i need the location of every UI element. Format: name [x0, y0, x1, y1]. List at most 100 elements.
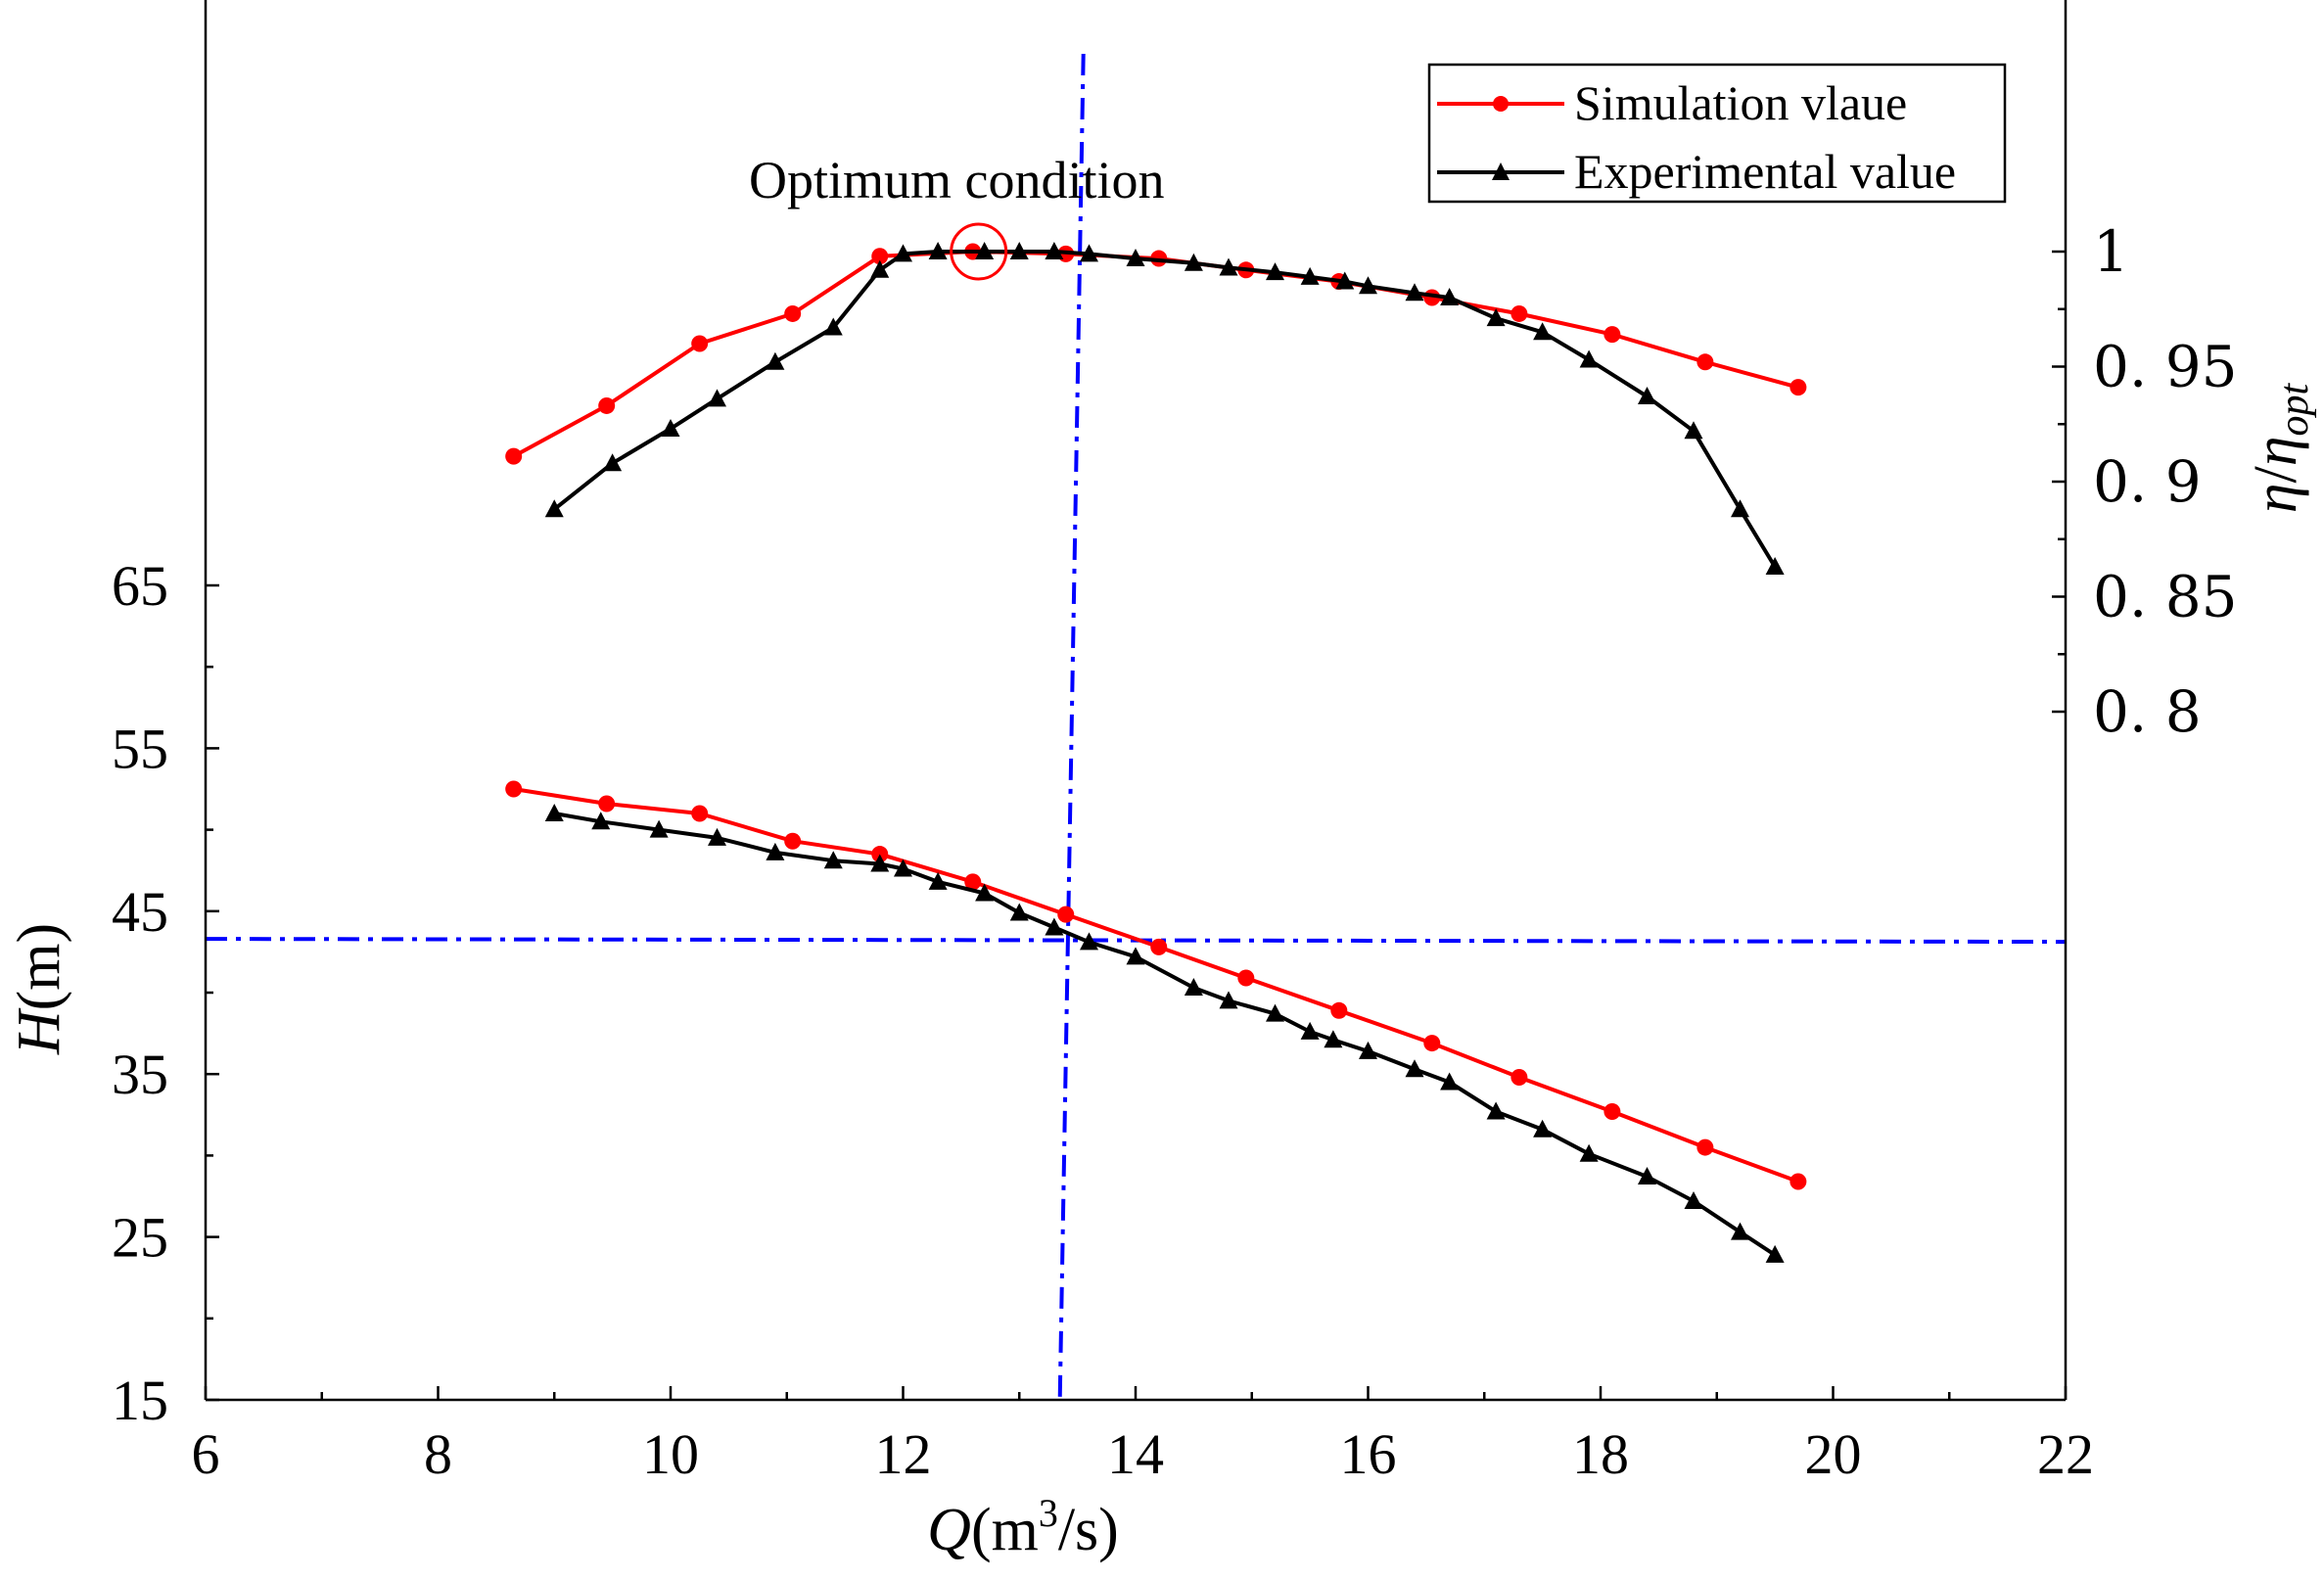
- optimum-condition-label: Optimum condition: [749, 151, 1165, 209]
- experimental-efficiency-point: [1009, 242, 1029, 259]
- y-left-axis-title: H(m): [6, 923, 72, 1055]
- x-tick-label: 20: [1805, 1422, 1862, 1486]
- experimental-efficiency-point: [1405, 283, 1424, 302]
- experimental-head-point: [766, 842, 785, 860]
- y-left-tick-label: 15: [112, 1369, 168, 1432]
- y-right-sub: opt: [2272, 382, 2317, 436]
- legend-box: [1427, 63, 2007, 204]
- y-left-tick-label: 25: [112, 1206, 168, 1270]
- experimental-efficiency-point: [1080, 244, 1098, 262]
- simulation-head-point: [1604, 1102, 1621, 1120]
- experimental-head-point: [708, 827, 726, 846]
- experimental-head-point: [1045, 917, 1064, 936]
- legend: Simulation vlaue Experimental value: [1427, 63, 2007, 204]
- y-left-symbol: H: [6, 1007, 72, 1055]
- experimental-efficiency-point: [823, 317, 843, 336]
- experimental-head-point: [591, 812, 611, 830]
- annotation: Optimum condition: [749, 151, 1165, 281]
- simulation-efficiency-point: [598, 396, 616, 414]
- experimental-efficiency-point: [1486, 308, 1506, 327]
- experimental-efficiency-point: [1300, 266, 1320, 285]
- simulation-head-point: [691, 805, 709, 822]
- experimental-head-point: [1579, 1143, 1599, 1162]
- experimental-efficiency-point: [1731, 499, 1749, 518]
- experimental-efficiency-point: [1440, 288, 1460, 305]
- experimental-efficiency-point: [870, 259, 890, 278]
- experimental-head-point: [1126, 947, 1145, 965]
- simulation-head-point: [1150, 938, 1168, 955]
- simulation-efficiency-point: [1789, 379, 1807, 396]
- x-tick-label: 22: [2037, 1422, 2094, 1486]
- experimental-efficiency-point: [1266, 262, 1284, 281]
- x-tick-label: 8: [424, 1422, 452, 1486]
- legend-label-simulation: Simulation vlaue: [1574, 75, 1907, 130]
- simulation-efficiency-point: [871, 248, 889, 265]
- simulation-efficiency-point: [1697, 353, 1714, 371]
- y-right-eta2: η: [2243, 436, 2309, 466]
- experimental-efficiency-point: [1045, 242, 1064, 259]
- experimental-efficiency-point: [603, 453, 623, 472]
- experimental-head-point: [1486, 1101, 1506, 1120]
- experimental-head-point: [1533, 1119, 1553, 1138]
- experimental-head-point: [544, 803, 564, 821]
- experimental-head-point: [975, 883, 995, 902]
- simulation-head-point: [1511, 1069, 1528, 1087]
- experimental-efficiency-point: [1638, 387, 1656, 405]
- legend-label-experimental: Experimental value: [1574, 144, 1956, 199]
- simulation-head-point: [1237, 969, 1255, 987]
- simulation-efficiency-point: [691, 335, 709, 352]
- experimental-head-point: [1440, 1072, 1460, 1091]
- experimental-efficiency-point: [1684, 421, 1703, 440]
- simulation-head-point: [1057, 906, 1075, 923]
- experimental-head-point: [1359, 1041, 1377, 1059]
- simulation-head-point: [598, 795, 616, 813]
- simulation-head-point: [784, 832, 802, 850]
- x-axis-symbol: Q: [927, 1497, 971, 1563]
- y-left-tick-label: 65: [112, 554, 168, 618]
- x-tick-label: 6: [192, 1422, 220, 1486]
- x-axis-unit-pre: (m: [971, 1497, 1039, 1563]
- experimental-efficiency-point: [928, 242, 948, 259]
- legend-marker-experimental: [1492, 163, 1510, 180]
- experimental-efficiency-point: [766, 351, 785, 370]
- x-tick-label: 10: [642, 1422, 699, 1486]
- experimental-head-point: [1324, 1030, 1343, 1048]
- y-right-tick-label: 1: [2093, 218, 2129, 285]
- simulation-head-point: [1789, 1173, 1807, 1190]
- experimental-head-point: [1219, 991, 1238, 1009]
- experimental-efficiency-point: [661, 418, 680, 437]
- x-axis-unit-post: /s): [1058, 1497, 1119, 1563]
- simulation-efficiency-point: [1511, 304, 1528, 322]
- experimental-head-point: [1731, 1222, 1749, 1240]
- simulation-head-point: [1330, 1001, 1348, 1019]
- experimental-head-point: [1266, 1003, 1284, 1022]
- data-series: [505, 242, 1807, 1263]
- experimental-efficiency-point: [1533, 322, 1553, 341]
- y-right-tick-label: 0. 9: [2093, 448, 2202, 515]
- vertical-reference-line: [1057, 53, 1086, 1401]
- experimental-head-point: [1638, 1167, 1656, 1185]
- experimental-efficiency-point: [1765, 556, 1785, 575]
- experimental-efficiency-point: [975, 242, 995, 259]
- legend-marker-simulation: [1493, 96, 1509, 112]
- experimental-efficiency-point: [1126, 249, 1145, 267]
- axis-labels: Q(m3/s) H(m) η/ηopt: [6, 382, 2317, 1563]
- experimental-efficiency-point: [708, 389, 726, 407]
- y-right-tick-label: 0. 95: [2093, 334, 2238, 400]
- simulation-efficiency-point: [784, 304, 802, 322]
- simulation-efficiency-point: [1604, 326, 1621, 344]
- y-left-unit: (m): [6, 923, 72, 1011]
- experimental-head-point: [1300, 1021, 1320, 1040]
- simulation-head-point: [1697, 1138, 1714, 1156]
- x-axis-unit-sup: 3: [1039, 1491, 1058, 1535]
- experimental-head-point: [870, 854, 890, 872]
- experimental-head-point: [1080, 932, 1098, 951]
- simulation-efficiency-point: [505, 447, 523, 465]
- y-left-tick-label: 35: [112, 1043, 168, 1106]
- experimental-head-point: [823, 851, 843, 869]
- y-right-tick-label: 0. 85: [2093, 564, 2238, 630]
- experimental-head-point: [649, 819, 669, 838]
- experimental-head-point: [928, 871, 948, 890]
- experimental-efficiency-point: [1184, 253, 1203, 271]
